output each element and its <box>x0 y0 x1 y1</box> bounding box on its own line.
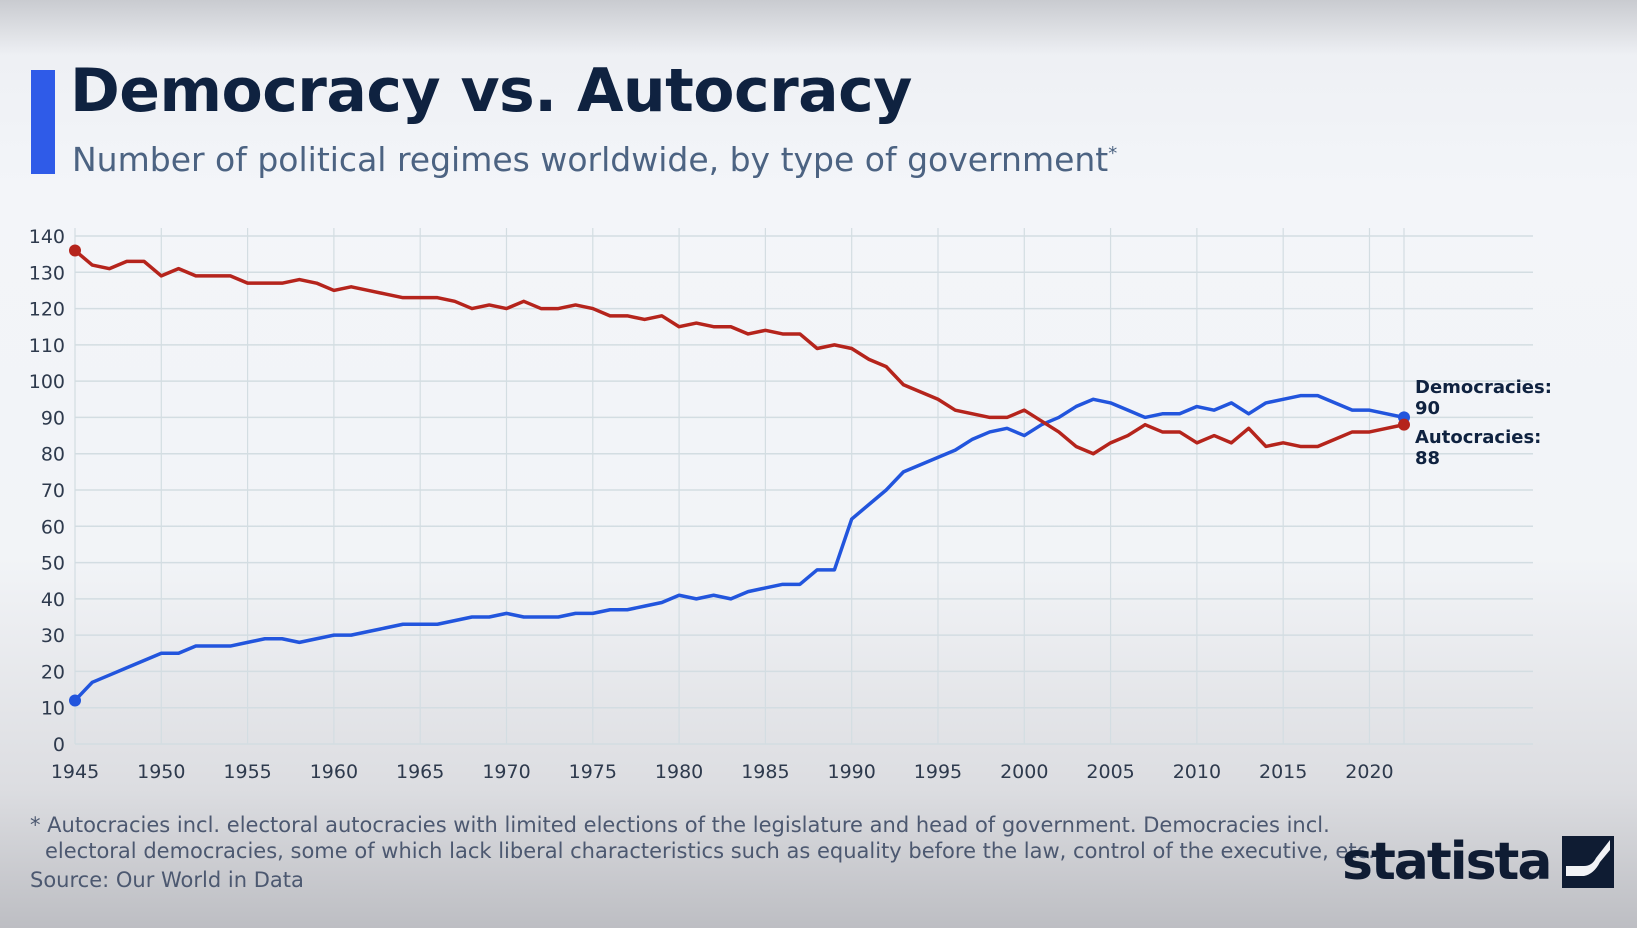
footnote: * Autocracies incl. electoral autocracie… <box>30 812 1375 864</box>
statista-logo: statista <box>1342 832 1615 892</box>
y-tick-label: 140 <box>29 226 65 248</box>
x-tick-label: 2000 <box>1000 761 1048 783</box>
y-tick-label: 70 <box>41 480 65 502</box>
series-lines <box>69 244 1410 707</box>
start-point-autocracies <box>69 244 81 257</box>
subtitle-text: Number of political regimes worldwide, b… <box>72 140 1109 179</box>
series-line-autocracies <box>73 249 1405 456</box>
logo-wordmark: statista <box>1342 832 1552 892</box>
y-tick-label: 50 <box>41 553 65 575</box>
x-tick-label: 1975 <box>569 761 617 783</box>
start-point-democracies <box>69 694 81 707</box>
y-tick-label: 20 <box>41 661 65 683</box>
x-tick-label: 1955 <box>223 761 271 783</box>
title-accent-bar <box>31 70 55 174</box>
page-subtitle: Number of political regimes worldwide, b… <box>72 140 1117 179</box>
x-tick-label: 1970 <box>482 761 530 783</box>
y-tick-label: 40 <box>41 589 65 611</box>
end-label-autocracies: Autocracies: <box>1415 427 1541 448</box>
y-axis: 0 10 20 30 40 50 60 70 80 90 100 110 120 130 140 <box>29 226 65 756</box>
series-line-democracies <box>73 393 1405 702</box>
grid <box>74 228 1533 745</box>
y-tick-label: 30 <box>41 625 65 647</box>
end-point-autocracies <box>1398 418 1410 431</box>
x-tick-label: 1980 <box>655 761 703 783</box>
y-tick-label: 110 <box>29 335 65 357</box>
page-title: Democracy vs. Autocracy <box>70 56 912 126</box>
y-tick-label: 90 <box>41 407 65 429</box>
statista-logo-icon <box>1562 836 1615 888</box>
end-labels: Democracies:90 Autocracies:88 <box>1415 377 1552 469</box>
x-tick-label: 1995 <box>914 761 962 783</box>
y-tick-label: 100 <box>29 371 65 393</box>
y-tick-label: 130 <box>29 262 65 284</box>
x-tick-label: 2005 <box>1086 761 1134 783</box>
x-tick-label: 2015 <box>1259 761 1307 783</box>
footnote-line-1: * Autocracies incl. electoral autocracie… <box>30 813 1330 837</box>
source-text: Source: Our World in Data <box>30 868 304 892</box>
x-tick-label: 1990 <box>828 761 876 783</box>
footnote-mark: * <box>1108 143 1118 164</box>
x-tick-label: 1950 <box>137 761 185 783</box>
end-value-autocracies: 88 <box>1415 448 1440 469</box>
x-tick-label: 1960 <box>310 761 358 783</box>
x-tick-label: 2010 <box>1173 761 1221 783</box>
x-tick-label: 2020 <box>1345 761 1393 783</box>
y-tick-label: 60 <box>41 516 65 538</box>
end-label-democracies: Democracies: <box>1415 377 1552 398</box>
y-tick-label: 10 <box>41 698 65 720</box>
x-tick-label: 1985 <box>741 761 789 783</box>
x-tick-label: 1945 <box>51 761 99 783</box>
y-tick-label: 0 <box>53 734 65 756</box>
y-tick-label: 120 <box>29 299 65 321</box>
footnote-line-2: electoral democracies, some of which lac… <box>45 839 1375 863</box>
x-tick-label: 1965 <box>396 761 444 783</box>
x-axis: 1945 1950 1955 1960 1965 1970 1975 1980 1985 1990… <box>51 761 1394 783</box>
end-value-democracies: 90 <box>1415 398 1440 419</box>
y-tick-label: 80 <box>41 444 65 466</box>
